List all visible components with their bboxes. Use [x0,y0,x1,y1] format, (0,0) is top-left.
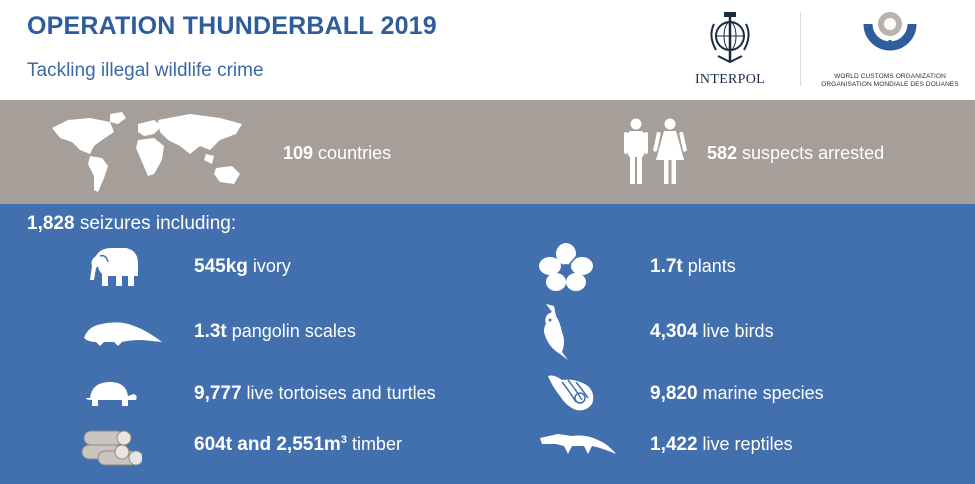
item-number: 9,777 [194,383,242,404]
item-label: pangolin scales [226,321,356,341]
item-label: ivory [247,256,291,276]
item-label: live reptiles [697,434,793,454]
item-label: marine species [697,383,824,403]
page-subtitle: Tackling illegal wildlife crime [27,60,264,81]
item-label: plants [682,256,736,276]
item-number: 4,304 [650,321,698,342]
item-number: 1.7t [650,256,683,277]
item-plants: 1.7t plants [650,256,736,278]
item-live-reptiles: 1,422 live reptiles [650,434,793,456]
header: OPERATION THUNDERBALL 2019 Tackling ille… [0,0,975,100]
seizures-heading: 1,828 seizures including: [27,213,236,235]
logo-divider [800,12,801,86]
world-map-icon [52,112,242,192]
item-superscript: 3 [340,434,347,446]
tortoise-icon [86,382,137,406]
suspects-label: suspects arrested [737,143,885,163]
crocodile-icon [540,434,616,454]
interpol-emblem-icon [710,12,750,64]
item-number: 1,422 [650,434,698,455]
item-pangolin-scales: 1.3t pangolin scales [194,321,356,343]
item-label: timber [346,434,402,454]
item-tortoises: 9,777 live tortoises and turtles [194,383,436,405]
wco-label-line2: ORGANISATION MONDIALE DES DOUANES [821,81,959,88]
seashell-icon [548,375,594,411]
seizures-number: 1,828 [27,213,75,234]
wco-label-line1: WORLD CUSTOMS ORGANIZATION [834,73,946,80]
item-number: 9,820 [650,383,698,404]
item-timber: 604t and 2,551m3 timber [194,434,402,456]
elephant-icon [90,248,138,286]
item-marine-species: 9,820 marine species [650,383,824,405]
item-ivory: 545kg ivory [194,256,291,278]
item-label: live birds [697,321,774,341]
suspects-stat: 582 suspects arrested [707,143,884,164]
pangolin-icon [84,322,162,346]
cockatoo-icon [544,304,568,360]
countries-number: 109 [283,143,314,163]
hibiscus-icon [539,243,593,291]
item-label: live tortoises and turtles [241,383,436,403]
item-number: 1.3t [194,321,227,342]
wco-label: WORLD CUSTOMS ORGANIZATION ORGANISATION … [820,73,960,89]
people-icon [624,118,687,184]
suspects-number: 582 [707,143,738,163]
countries-label: countries [313,143,392,163]
interpol-label: INTERPOL [694,72,766,87]
seizures-label: seizures including: [74,213,237,234]
countries-stat: 109 countries [283,143,391,164]
interpol-logo: INTERPOL [680,10,780,90]
wco-logo: WORLD CUSTOMS ORGANIZATION ORGANISATION … [820,10,960,94]
item-number: 545kg [194,256,248,277]
timber-icon [81,430,142,466]
item-number: 604t and 2,551m [194,434,341,455]
item-live-birds: 4,304 live birds [650,321,774,343]
seizures-panel [0,204,975,484]
page-title: OPERATION THUNDERBALL 2019 [27,12,437,40]
wco-emblem-icon [863,12,917,51]
